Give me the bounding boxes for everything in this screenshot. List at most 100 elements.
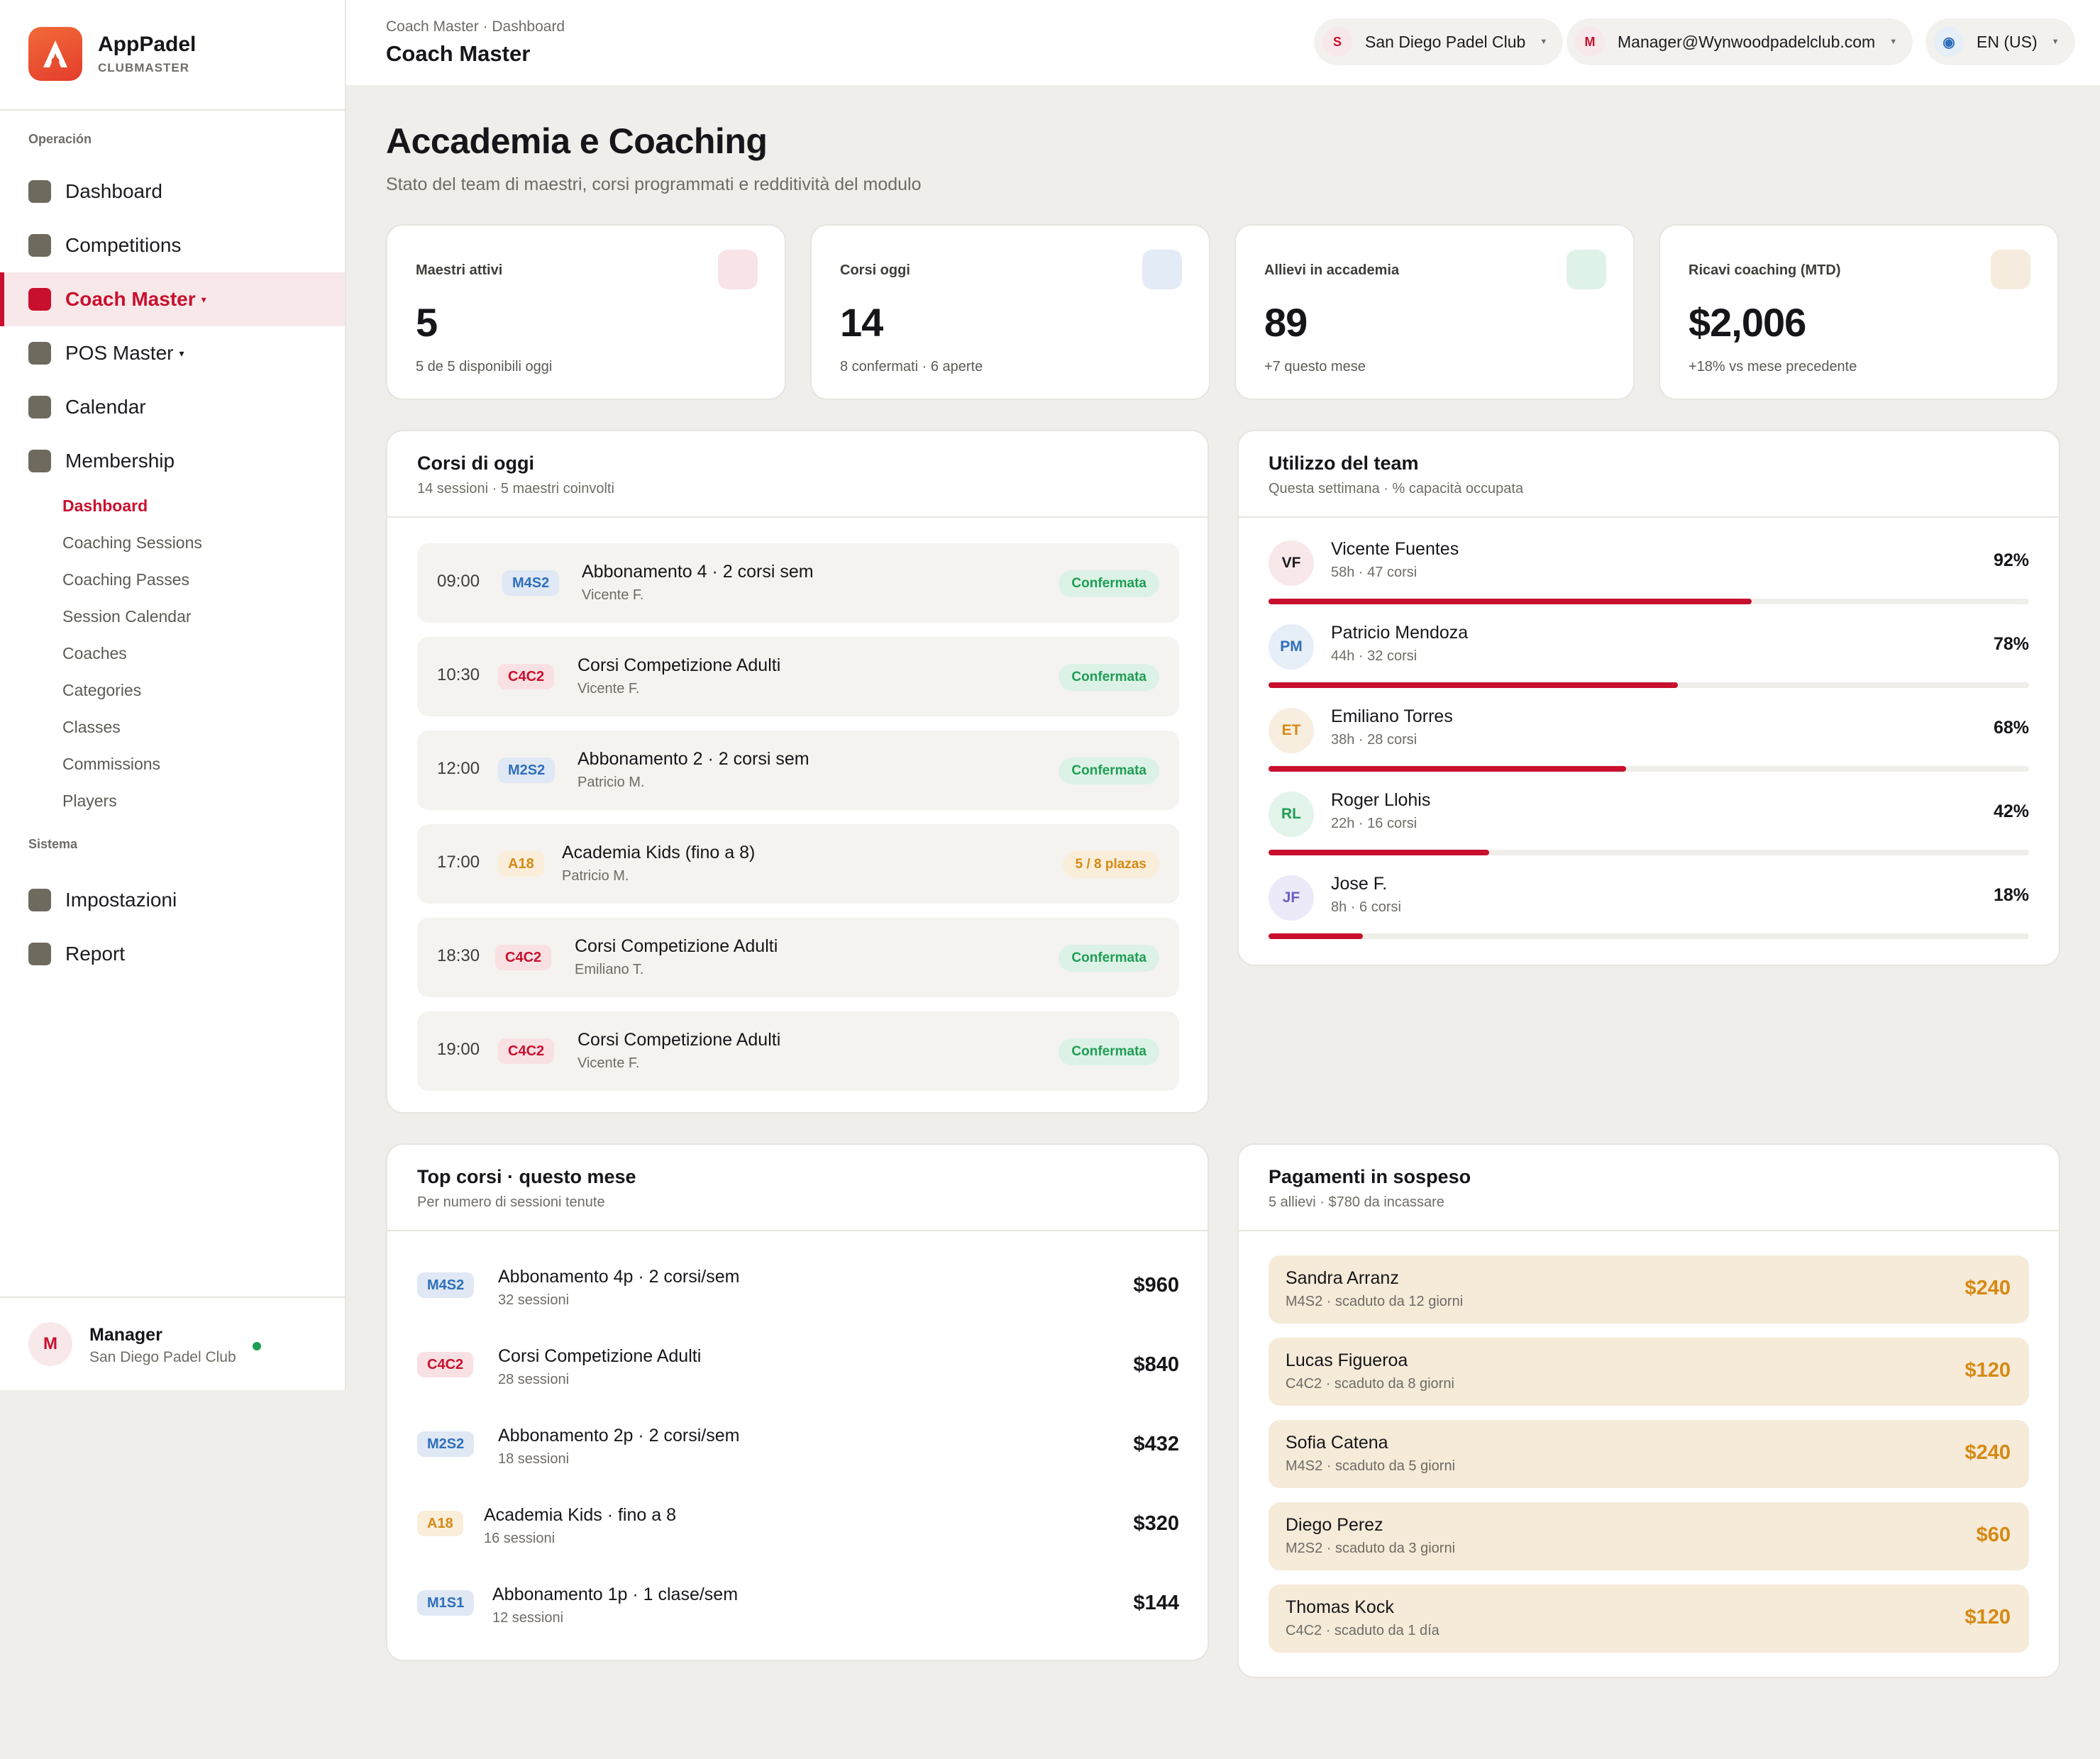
subnav-categories[interactable]: Categories: [62, 681, 142, 699]
payer-name: Sandra Arranz: [1286, 1268, 1399, 1288]
sidebar-item-pos-master[interactable]: POS Master ▾: [0, 326, 345, 380]
top-course-row[interactable]: A18 Academia Kids · fino a 8 16 sessioni…: [417, 1505, 1179, 1562]
utilization-progress-track: [1269, 682, 2029, 688]
coach-meta: 58h · 47 corsi: [1331, 565, 1418, 580]
utilization-progress-fill: [1269, 933, 1363, 939]
course-name: Academia Kids (fino a 8): [562, 843, 756, 862]
coach-name: Patricio Mendoza: [1331, 623, 1469, 643]
course-time: 18:30: [437, 946, 480, 965]
stat-card-maestri-attivi: Maestri attivi 5 5 de 5 disponibili oggi: [386, 224, 786, 400]
sidebar-item-membership[interactable]: Membership: [0, 434, 345, 488]
coach-utilization-row[interactable]: ET Emiliano Torres 38h · 28 corsi 68%: [1269, 706, 2029, 792]
top-course-row[interactable]: C4C2 Corsi Competizione Adulti 28 sessio…: [417, 1346, 1179, 1403]
brand[interactable]: AppPadel CLUBMASTER: [28, 27, 196, 81]
course-time: 17:00: [437, 853, 480, 872]
sidebar-item-impostazioni[interactable]: Impostazioni: [0, 873, 345, 927]
coach-utilization-row[interactable]: PM Patricio Mendoza 44h · 32 corsi 78%: [1269, 623, 2029, 708]
top-course-row[interactable]: M4S2 Abbonamento 4p · 2 corsi/sem 32 ses…: [417, 1267, 1179, 1324]
coach-utilization-row[interactable]: VF Vicente Fuentes 58h · 47 corsi 92%: [1269, 539, 2029, 624]
subnav-session-calendar[interactable]: Session Calendar: [62, 607, 192, 626]
divider: [0, 109, 346, 111]
course-row[interactable]: 10:30 C4C2 Corsi Competizione Adulti Vic…: [417, 637, 1179, 716]
pos-master-icon: [28, 342, 51, 365]
subnav-coaching-passes[interactable]: Coaching Passes: [62, 570, 189, 589]
breadcrumb[interactable]: Coach Master · Dashboard: [386, 18, 565, 35]
course-coach: Emiliano T.: [575, 962, 644, 977]
course-sessions: 16 sessioni: [484, 1531, 556, 1546]
subnav-dashboard[interactable]: Dashboard: [62, 496, 148, 515]
payment-meta: M2S2 · scaduto da 3 giorni: [1286, 1541, 1456, 1556]
status-badge: Confermata: [1059, 758, 1159, 784]
card-title: Pagamenti in sospeso: [1269, 1166, 1471, 1187]
top-course-row[interactable]: M1S1 Abbonamento 1p · 1 clase/sem 12 ses…: [417, 1585, 1179, 1641]
course-row[interactable]: 09:00 M4S2 Abbonamento 4 · 2 corsi sem V…: [417, 543, 1179, 623]
course-code-badge: C4C2: [495, 945, 552, 970]
subnav-coaching-sessions[interactable]: Coaching Sessions: [62, 533, 202, 552]
course-coach: Patricio M.: [578, 775, 645, 790]
course-row[interactable]: 19:00 C4C2 Corsi Competizione Adulti Vic…: [417, 1011, 1179, 1091]
divider: [1239, 1230, 2059, 1231]
utilization-progress-track: [1269, 599, 2029, 604]
coach-utilization-row[interactable]: JF Jose F. 8h · 6 corsi 18%: [1269, 874, 2029, 959]
course-amount: $320: [1133, 1512, 1179, 1535]
payment-row[interactable]: Diego Perez M2S2 · scaduto da 3 giorni $…: [1269, 1502, 2029, 1570]
payment-row[interactable]: Thomas Kock C4C2 · scaduto da 1 día $120: [1269, 1585, 2029, 1653]
chevron-down-icon: ▼: [1889, 38, 1898, 46]
course-name: Abbonamento 2p · 2 corsi/sem: [498, 1426, 740, 1446]
sidebar-item-report[interactable]: Report: [0, 927, 345, 981]
avatar: M: [28, 1322, 72, 1366]
courses-icon: [1142, 250, 1182, 289]
club-selector[interactable]: S San Diego Padel Club ▼: [1314, 18, 1564, 65]
course-sessions: 12 sessioni: [492, 1610, 564, 1626]
payment-row[interactable]: Sofia Catena M4S2 · scaduto da 5 giorni …: [1269, 1420, 2029, 1488]
sidebar-item-label: Competitions: [65, 234, 182, 256]
course-row[interactable]: 12:00 M2S2 Abbonamento 2 · 2 corsi sem P…: [417, 731, 1179, 810]
course-time: 19:00: [437, 1040, 480, 1059]
payment-amount: $120: [1964, 1606, 2011, 1628]
sidebar-item-competitions[interactable]: Competitions: [0, 218, 345, 272]
sidebar-item-coach-master[interactable]: Coach Master ▾: [0, 272, 345, 326]
utilization-percent: 78%: [1993, 634, 2029, 654]
sidebar-item-calendar[interactable]: Calendar: [0, 380, 345, 434]
course-name: Abbonamento 1p · 1 clase/sem: [492, 1585, 739, 1604]
stat-label: Ricavi coaching (MTD): [1689, 262, 1841, 278]
course-code-badge: C4C2: [498, 664, 555, 689]
course-row[interactable]: 17:00 A18 Academia Kids (fino a 8) Patri…: [417, 824, 1179, 904]
stat-card-ricavi: Ricavi coaching (MTD) $2,006 +18% vs mes…: [1659, 224, 2059, 400]
top-course-row[interactable]: M2S2 Abbonamento 2p · 2 corsi/sem 18 ses…: [417, 1426, 1179, 1482]
payment-row[interactable]: Sandra Arranz M4S2 · scaduto da 12 giorn…: [1269, 1255, 2029, 1324]
status-badge: Confermata: [1059, 1038, 1159, 1065]
payment-amount: $240: [1964, 1441, 2011, 1464]
page-subtitle: Stato del team di maestri, corsi program…: [386, 174, 922, 194]
subnav-coaches[interactable]: Coaches: [62, 644, 127, 662]
user-name: Manager: [89, 1325, 162, 1345]
course-code-badge: A18: [498, 851, 544, 877]
subnav-classes[interactable]: Classes: [62, 718, 121, 736]
course-coach: Vicente F.: [578, 681, 640, 697]
utilization-progress-track: [1269, 850, 2029, 855]
team-utilization-card: Utilizzo del team Questa settimana · % c…: [1237, 430, 2060, 966]
account-selector[interactable]: M Manager@Wynwoodpadelclub.com ▼: [1566, 18, 1913, 65]
utilization-percent: 68%: [1993, 718, 2029, 738]
club-selector-label: San Diego Padel Club: [1365, 32, 1526, 51]
subnav-players[interactable]: Players: [62, 792, 117, 810]
language-selector[interactable]: ◉ EN (US) ▼: [1925, 18, 2075, 65]
payer-name: Sofia Catena: [1286, 1433, 1388, 1453]
course-row[interactable]: 18:30 C4C2 Corsi Competizione Adulti Emi…: [417, 918, 1179, 997]
coach-utilization-row[interactable]: RL Roger Llohis 22h · 16 corsi 42%: [1269, 790, 2029, 875]
payment-amount: $240: [1964, 1277, 2011, 1299]
subnav-commissions[interactable]: Commissions: [62, 755, 161, 773]
user-profile[interactable]: M Manager San Diego Padel Club: [0, 1297, 345, 1390]
coach-meta: 22h · 16 corsi: [1331, 816, 1418, 831]
payment-meta: M4S2 · scaduto da 5 giorni: [1286, 1458, 1456, 1474]
sidebar-item-dashboard[interactable]: Dashboard: [0, 165, 345, 218]
stat-note: +18% vs mese precedente: [1689, 359, 1857, 374]
course-code-badge: M4S2: [417, 1272, 475, 1298]
payment-row[interactable]: Lucas Figueroa C4C2 · scaduto da 8 giorn…: [1269, 1338, 2029, 1406]
course-name: Abbonamento 2 · 2 corsi sem: [578, 749, 809, 769]
divider: [1239, 516, 2059, 518]
coach-name: Jose F.: [1331, 874, 1388, 894]
today-courses-card: Corsi di oggi 14 sessioni · 5 maestri co…: [386, 430, 1209, 1114]
avatar: PM: [1269, 624, 1314, 670]
stat-value: 5: [416, 300, 438, 345]
